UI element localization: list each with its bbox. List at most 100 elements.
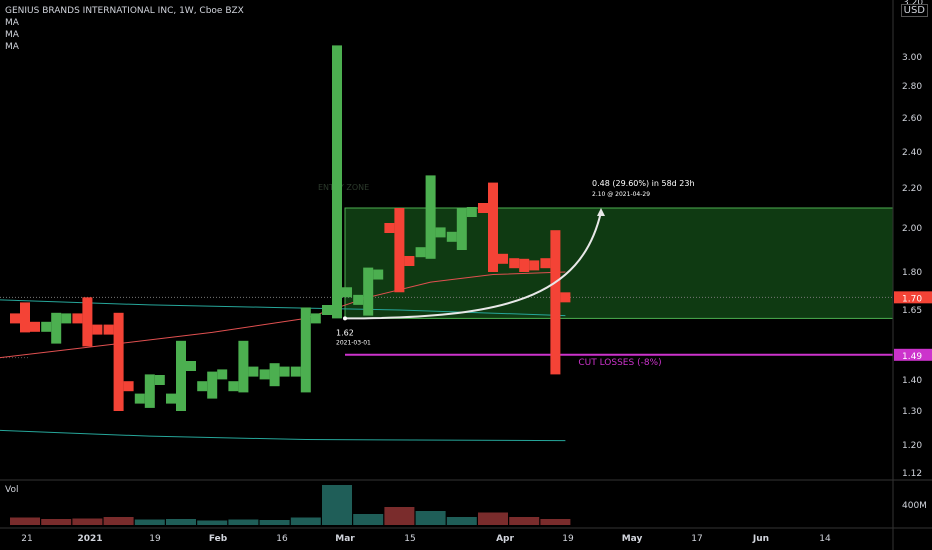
last-price-tag-text: 1.70 bbox=[902, 294, 922, 304]
volume-bar bbox=[134, 519, 165, 525]
ohlc-bar bbox=[41, 312, 72, 344]
volume-bar bbox=[228, 519, 259, 525]
volume-bars: 400M bbox=[0, 479, 932, 529]
ohlc-bar bbox=[72, 297, 103, 347]
last-price-tag bbox=[894, 291, 932, 304]
volume-bar bbox=[478, 512, 508, 525]
bar-close-tick bbox=[373, 269, 384, 280]
x-tick-label: 16 bbox=[276, 534, 288, 544]
bar-open-tick bbox=[228, 381, 239, 392]
bar-close-tick bbox=[342, 287, 352, 298]
x-tick-label: 2021 bbox=[77, 534, 102, 544]
volume-bar bbox=[415, 511, 446, 525]
x-tick-label: 15 bbox=[404, 534, 415, 544]
target-label-bg bbox=[588, 175, 694, 199]
bar-close-tick bbox=[435, 227, 446, 238]
ohlc-bar bbox=[322, 45, 352, 319]
bar-open-tick bbox=[540, 258, 551, 269]
bar-open-tick bbox=[415, 247, 426, 258]
bar-range bbox=[394, 208, 405, 293]
start-date-label: 2021-03-01 bbox=[336, 339, 371, 346]
bar-range bbox=[20, 302, 30, 333]
target-price-label: 2.10 @ 2021-04-29 bbox=[592, 191, 650, 198]
x-tick-label: 19 bbox=[562, 534, 574, 544]
bar-range bbox=[363, 267, 374, 316]
bar-close-tick bbox=[92, 324, 103, 335]
y-tick-label: 1.40 bbox=[902, 376, 922, 386]
ma-legend-2[interactable]: MA bbox=[5, 30, 19, 40]
ma-legend-3[interactable]: MA bbox=[5, 42, 19, 52]
ma-legend-1[interactable]: MA bbox=[5, 18, 19, 28]
target-zone-layer: ENTRY ZONE CUT LOSSES (-8%) bbox=[0, 183, 894, 368]
x-tick-label: May bbox=[622, 534, 643, 544]
ohlc-bars bbox=[10, 45, 571, 411]
annotation-layer: 1.62 2021-03-01 0.48 (29.60%) in 58d 23h 2.… bbox=[332, 175, 695, 347]
cut-losses-tag bbox=[894, 348, 932, 361]
ohlc-bar bbox=[384, 208, 415, 293]
bar-close-tick bbox=[310, 313, 321, 324]
volume-bar bbox=[446, 517, 477, 525]
bar-open-tick bbox=[72, 313, 83, 324]
y-tick-label: 1.65 bbox=[902, 306, 922, 316]
bar-open-tick bbox=[322, 305, 332, 315]
x-tick-label: Apr bbox=[496, 534, 514, 544]
zone-faint-label: ENTRY ZONE bbox=[318, 183, 369, 192]
bar-range bbox=[300, 307, 311, 393]
ohlc-bar bbox=[259, 363, 290, 387]
chart-legend: GENIUS BRANDS INTERNATIONAL INC, 1W, Cbo… bbox=[5, 5, 244, 53]
bar-range bbox=[269, 363, 280, 387]
bar-range bbox=[550, 230, 561, 375]
target-zone bbox=[344, 207, 894, 319]
volume-bar bbox=[103, 517, 134, 525]
bar-range bbox=[207, 371, 218, 399]
x-tick-label: 21 bbox=[21, 534, 32, 544]
volume-bar bbox=[166, 519, 196, 525]
ohlc-bar bbox=[509, 258, 540, 272]
volume-bar bbox=[509, 517, 540, 525]
bar-range bbox=[82, 297, 93, 347]
ohlc-bar bbox=[353, 267, 384, 316]
volume-bar bbox=[384, 507, 415, 525]
bar-range bbox=[332, 45, 342, 319]
axes: 1.12 1.20 1.30 1.40 1.65 1.80 2.00 2.20 2.40 2.60… bbox=[21, 0, 932, 550]
ohlc-bar bbox=[166, 340, 196, 411]
ohlc-bar bbox=[134, 374, 165, 408]
bar-close-tick bbox=[466, 207, 477, 217]
y-tick-label: 1.80 bbox=[902, 268, 922, 278]
currency-button[interactable]: USD bbox=[900, 4, 928, 17]
x-tick-label: 19 bbox=[149, 534, 161, 544]
ohlc-bar bbox=[228, 340, 259, 393]
bar-open-tick bbox=[446, 231, 457, 242]
y-tick-label: 1.30 bbox=[902, 407, 922, 417]
volume-bar bbox=[72, 518, 103, 525]
ohlc-bar bbox=[415, 175, 446, 259]
bar-open-tick bbox=[259, 369, 270, 380]
x-tick-label: 17 bbox=[691, 534, 702, 544]
y-tick-label: 1.12 bbox=[902, 469, 922, 479]
bar-range bbox=[238, 340, 249, 393]
bar-close-tick bbox=[30, 321, 40, 332]
start-price-label: 1.62 bbox=[336, 328, 354, 337]
x-tick-label: 14 bbox=[819, 534, 831, 544]
volume-bar bbox=[322, 485, 352, 525]
bar-range bbox=[425, 175, 436, 259]
bar-open-tick bbox=[384, 223, 395, 233]
volume-bar bbox=[353, 514, 384, 525]
bar-close-tick bbox=[404, 256, 415, 266]
y-tick-label: 3.00 bbox=[902, 53, 922, 63]
bar-open-tick bbox=[41, 321, 52, 332]
ohlc-bar bbox=[103, 312, 134, 411]
y-tick-label: 2.40 bbox=[902, 148, 922, 158]
volume-bar bbox=[259, 520, 290, 525]
bar-open-tick bbox=[10, 313, 20, 324]
volume-label: Vol bbox=[5, 485, 19, 495]
cut-losses-tag-text: 1.49 bbox=[902, 352, 922, 362]
bar-close-tick bbox=[123, 381, 134, 392]
y-tick-label: 2.60 bbox=[902, 114, 922, 124]
target-change-label: 0.48 (29.60%) in 58d 23h bbox=[592, 179, 695, 188]
bar-open-tick bbox=[197, 381, 208, 392]
y-tick-label: 2.20 bbox=[902, 184, 922, 194]
bar-open-tick bbox=[509, 258, 520, 269]
projection-arrowhead bbox=[597, 208, 605, 216]
